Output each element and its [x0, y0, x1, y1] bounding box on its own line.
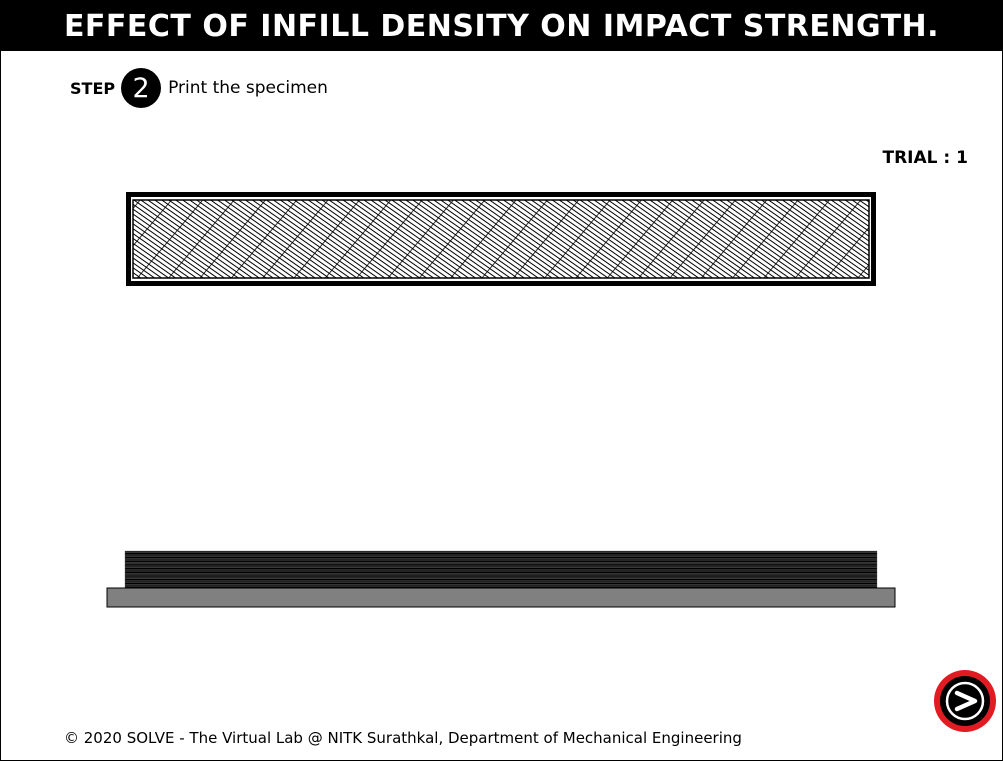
- printed-layer: [124, 563, 878, 566]
- step-label: STEP: [70, 78, 116, 98]
- trial-indicator: TRIAL : 1: [882, 148, 968, 168]
- printed-layer: [124, 561, 878, 565]
- printer-build-area: [106, 550, 896, 608]
- trial-value: 1: [956, 148, 968, 168]
- printed-layer: [124, 573, 878, 576]
- printed-layers-stack: [124, 550, 878, 589]
- page-title: EFFECT OF INFILL DENSITY ON IMPACT STREN…: [63, 8, 940, 44]
- printed-layer: [124, 554, 878, 557]
- printed-layer: [124, 552, 878, 555]
- printed-layer: [124, 580, 878, 583]
- title-bar: EFFECT OF INFILL DENSITY ON IMPACT STREN…: [1, 1, 1002, 51]
- step-instruction: Print the specimen: [168, 78, 328, 98]
- build-plate: [106, 587, 896, 608]
- printed-layer: [124, 550, 878, 554]
- next-arrow-icon: [945, 681, 985, 721]
- printed-layer: [124, 584, 878, 587]
- trial-separator: :: [943, 148, 951, 168]
- printed-layer: [124, 565, 878, 568]
- printed-layer: [124, 560, 878, 563]
- specimen-top-view: [126, 192, 876, 286]
- specimen-inner-outline: [132, 199, 870, 279]
- printed-layer: [124, 574, 878, 578]
- printed-layer: [124, 556, 878, 559]
- printed-layer: [124, 582, 878, 585]
- trial-label: TRIAL: [882, 148, 938, 168]
- next-button-inner: [940, 676, 990, 726]
- specimen-infill-hatch-b: [133, 200, 869, 278]
- footer-copyright: © 2020 SOLVE - The Virtual Lab @ NITK Su…: [64, 729, 742, 747]
- printed-layer: [124, 558, 878, 561]
- step-indicator: STEP 2 Print the specimen: [70, 68, 328, 108]
- printed-layer: [124, 578, 878, 581]
- printed-layer: [124, 569, 878, 572]
- step-number-badge: 2: [121, 68, 162, 108]
- printed-layer: [124, 576, 878, 579]
- next-button[interactable]: [934, 670, 996, 732]
- printed-layer: [124, 567, 878, 570]
- printed-layer: [124, 571, 878, 574]
